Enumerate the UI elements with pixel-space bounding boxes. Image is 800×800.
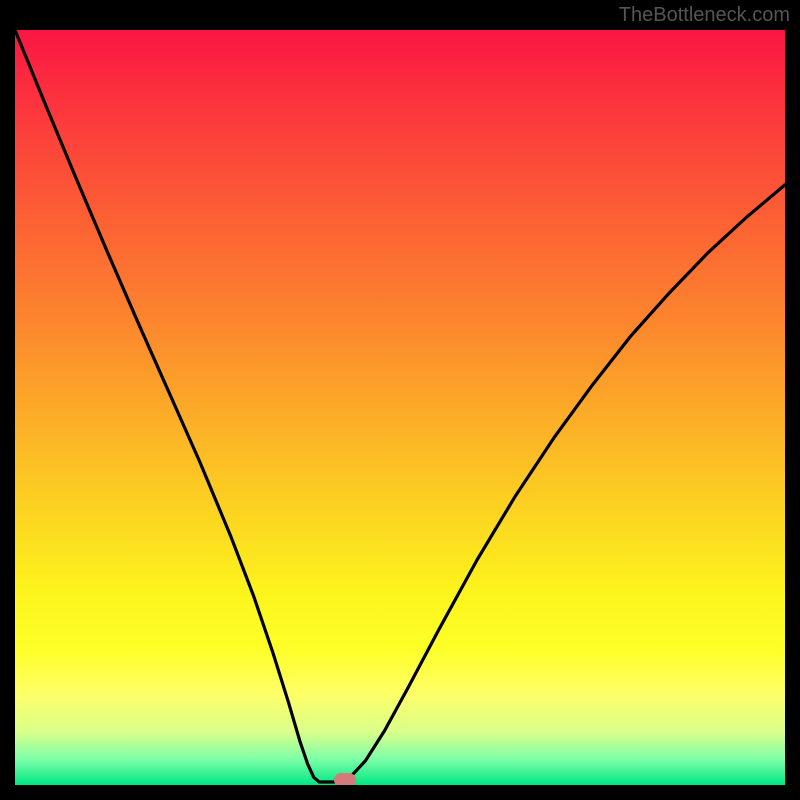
curve-path — [15, 30, 785, 782]
plot-area — [15, 30, 785, 785]
bottleneck-curve — [15, 30, 785, 785]
watermark-text: TheBottleneck.com — [619, 4, 790, 27]
optimum-marker — [334, 773, 356, 785]
